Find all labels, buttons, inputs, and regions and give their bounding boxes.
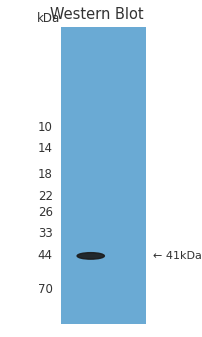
Text: 14: 14: [38, 142, 53, 155]
Text: 18: 18: [38, 168, 53, 181]
Text: 70: 70: [38, 283, 53, 296]
Text: 10: 10: [38, 121, 53, 134]
Text: kDa: kDa: [36, 12, 60, 25]
Ellipse shape: [77, 253, 104, 259]
Text: ← 41kDa: ← 41kDa: [153, 251, 201, 261]
Text: 22: 22: [38, 190, 53, 203]
Text: Western Blot: Western Blot: [50, 7, 143, 22]
Text: 33: 33: [38, 226, 53, 240]
Text: 44: 44: [38, 249, 53, 263]
Text: 26: 26: [38, 206, 53, 219]
